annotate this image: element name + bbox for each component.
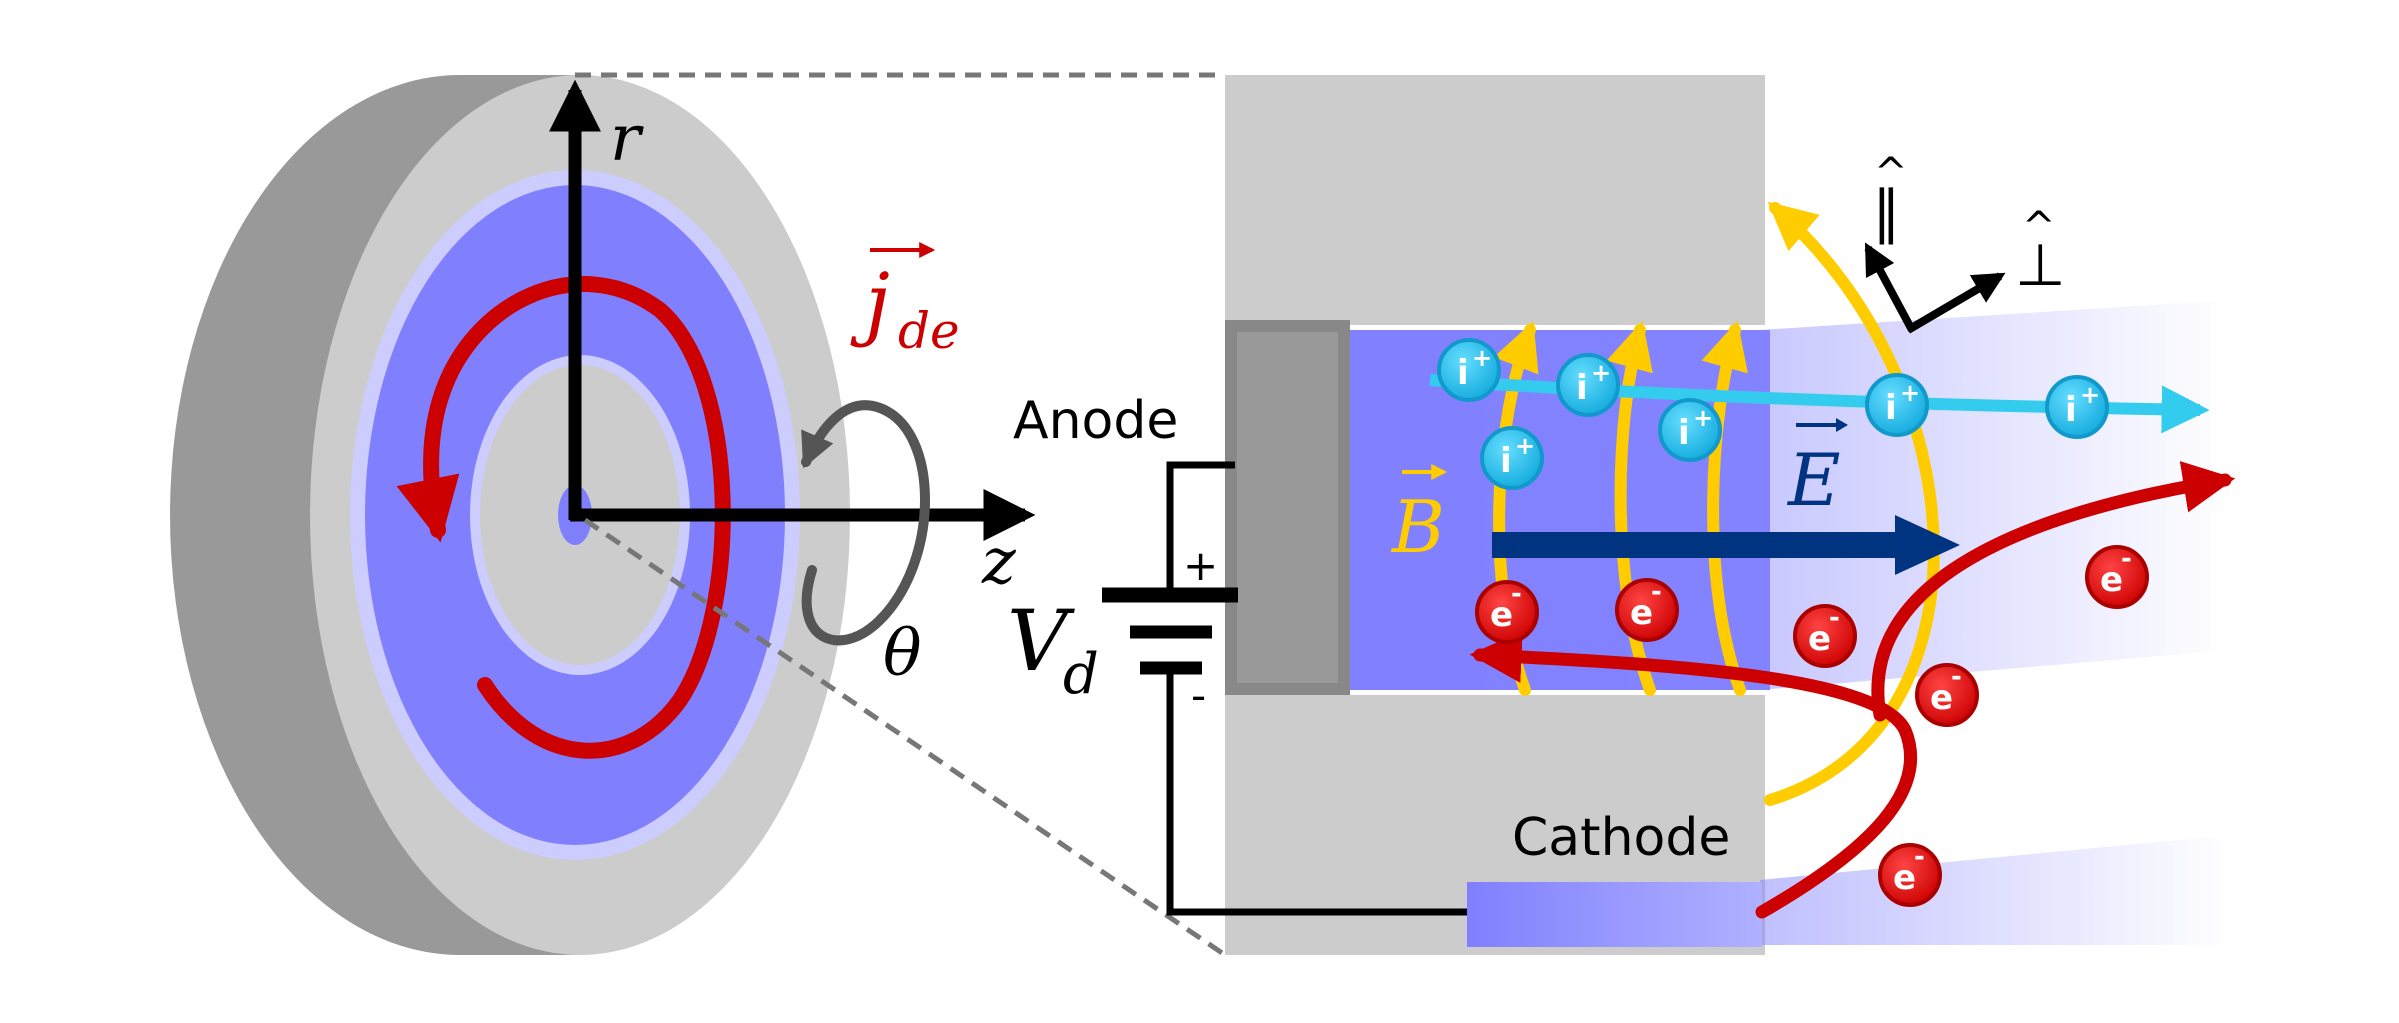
perp-hat: ^ [2022, 204, 2056, 250]
hall-current-arrow [396, 276, 731, 759]
ions: i + i + i + i + i + i + [1437, 338, 2109, 490]
section-body-top [1225, 75, 1765, 325]
jde-subscript: de [898, 302, 960, 360]
cathode-label: Cathode [1512, 808, 1730, 868]
vd-symbol: V [1007, 592, 1075, 690]
svg-text:i: i [1576, 368, 1588, 408]
perp-label: ⊥ [2015, 231, 2066, 299]
ion-particle: i + [1480, 426, 1544, 490]
svg-text:e: e [1930, 678, 1953, 718]
ion-particle: i + [1865, 373, 1929, 437]
svg-text:i: i [1678, 413, 1690, 453]
parallel-hat: ^ [1874, 150, 1908, 196]
electron-plume-arrow [1871, 461, 2236, 722]
jde-symbol: j [850, 256, 890, 349]
svg-text:-: - [1914, 842, 1925, 872]
theta-label: θ [883, 617, 922, 691]
svg-text:e: e [1808, 619, 1831, 659]
electron-particle: e- [1615, 577, 1679, 642]
minus-sign: - [1191, 671, 1206, 720]
svg-text:+: + [1900, 379, 1920, 407]
svg-text:+: + [1693, 404, 1713, 432]
ion-particle: i + [1658, 398, 1722, 462]
svg-text:e: e [1490, 595, 1513, 635]
parallel-label: ∥ [1872, 178, 1901, 246]
b-field-line-3 [1701, 320, 1748, 696]
plus-sign: + [1183, 541, 1218, 590]
electron-particle: e- [1793, 603, 1857, 668]
svg-text:+: + [1515, 432, 1535, 460]
electron-particle: e- [1915, 662, 1979, 727]
r-label: r [610, 102, 644, 176]
jde-label: j de [850, 242, 960, 360]
svg-text:-: - [1511, 579, 1522, 609]
svg-text:e: e [1893, 858, 1916, 898]
svg-text:+: + [1591, 359, 1611, 387]
vd-subscript: d [1063, 642, 1099, 707]
ion-particle: i + [1437, 338, 1501, 402]
svg-text:-: - [1951, 662, 1962, 692]
svg-text:e: e [2100, 560, 2123, 600]
svg-text:+: + [1472, 344, 1492, 372]
svg-text:i: i [1500, 441, 1512, 481]
theta-rotation-arrow [801, 400, 930, 646]
circuit-wire-cathode [1166, 672, 1467, 916]
anode-inner [1237, 332, 1338, 683]
svg-text:i: i [1457, 353, 1469, 393]
e-field-arrowhead [1895, 515, 1960, 575]
z-label: z [981, 525, 1017, 599]
svg-text:-: - [2121, 544, 2132, 574]
parallel-axis-arrow [1864, 242, 1916, 332]
electron-particle: e- [2085, 544, 2149, 609]
electron-particle: e- [1475, 579, 1539, 644]
svg-text:-: - [1829, 603, 1840, 633]
svg-text:i: i [1885, 388, 1897, 428]
electron-particle: e- [1878, 842, 1942, 907]
svg-text:-: - [1651, 577, 1662, 607]
svg-text:i: i [2065, 390, 2077, 430]
e-vector-bar-head [1836, 418, 1848, 432]
cathode-bar [1467, 882, 1762, 947]
circuit [1102, 461, 1467, 916]
local-frame: ∥ ^ ⊥ ^ [1864, 150, 2066, 334]
perp-axis-arrow [1905, 272, 2006, 334]
b-field-label: B [1390, 485, 1445, 569]
b-field-line-2 [1606, 320, 1656, 696]
circuit-wire-anode [1166, 461, 1235, 590]
svg-text:e: e [1630, 593, 1653, 633]
plasma-plume-lower [1760, 835, 2230, 945]
e-field-label: E [1786, 438, 1841, 522]
ion-particle: i + [1556, 353, 1620, 417]
electrons: e- e- e- e- e- e- [1475, 544, 2149, 907]
svg-text:+: + [2080, 381, 2100, 409]
electron-backstream-arrow [1469, 630, 1917, 919]
ion-particle: i + [2045, 375, 2109, 439]
anode-label: Anode [1013, 391, 1178, 451]
